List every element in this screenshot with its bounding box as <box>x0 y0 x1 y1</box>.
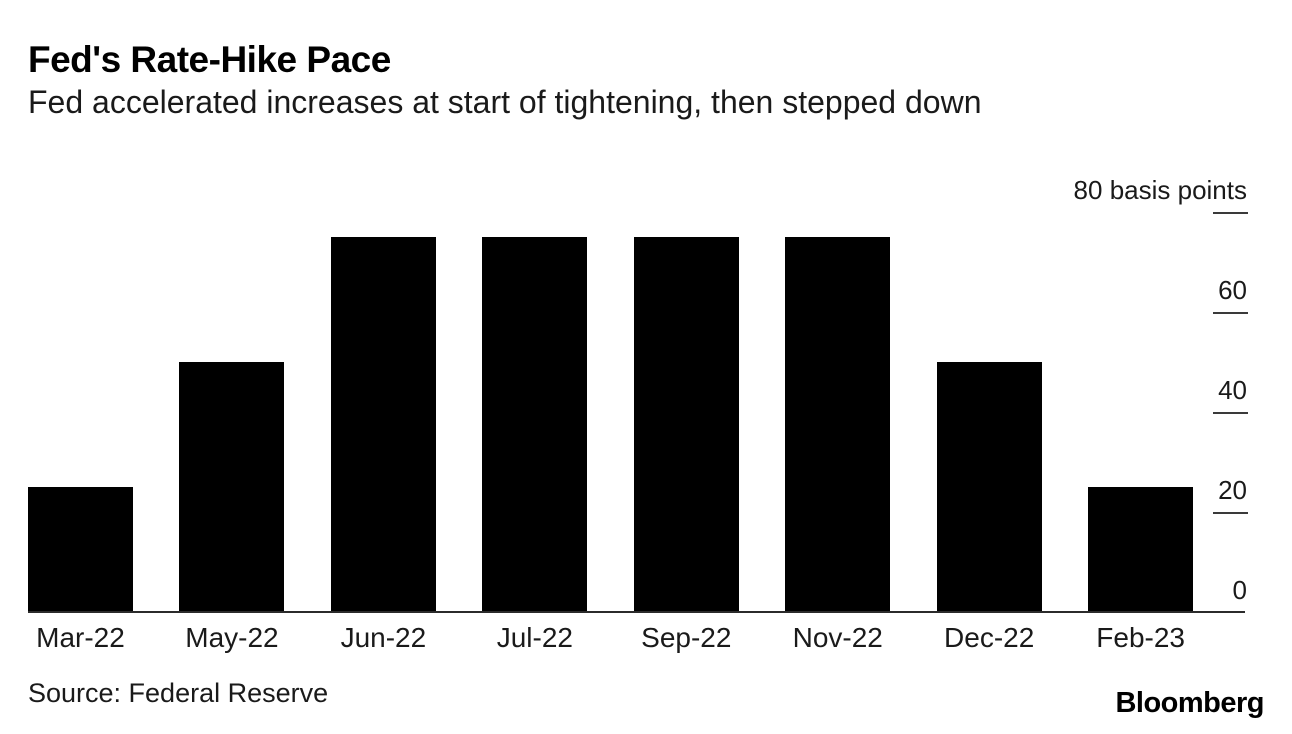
bar-dec-22 <box>936 362 1042 612</box>
bar-sep-22 <box>633 237 739 612</box>
x-tick-label-nov-22: Nov-22 <box>792 622 883 653</box>
x-tick-label-jun-22: Jun-22 <box>340 622 427 653</box>
source-note: Source: Federal Reserve <box>28 678 329 708</box>
y-tick-label-60: 60 <box>1218 275 1247 305</box>
x-axis-baseline <box>28 611 1245 613</box>
y-tick-mark-60 <box>1213 312 1248 314</box>
x-tick-label-mar-22: Mar-22 <box>36 622 125 653</box>
y-tick-mark-40 <box>1213 412 1248 414</box>
x-tick-label-feb-23: Feb-23 <box>1096 622 1185 653</box>
y-tick-label-40: 40 <box>1218 375 1247 405</box>
y-tick-mark-20 <box>1213 512 1248 514</box>
y-tick-mark-80 <box>1213 212 1248 214</box>
chart-subtitle: Fed accelerated increases at start of ti… <box>28 84 982 120</box>
y-tick-label-0: 0 <box>1232 575 1247 605</box>
x-tick-label-jul-22: Jul-22 <box>496 622 573 653</box>
y-tick-label-80: 80 basis points <box>1073 175 1247 205</box>
x-tick-label-sep-22: Sep-22 <box>641 622 732 653</box>
bar-may-22 <box>179 362 285 612</box>
bar-nov-22 <box>785 237 891 612</box>
y-tick-label-20: 20 <box>1218 475 1247 505</box>
bloomberg-logo: Bloomberg <box>1115 687 1264 719</box>
bar-jul-22 <box>482 237 588 612</box>
x-tick-label-dec-22: Dec-22 <box>944 622 1035 653</box>
bar-jun-22 <box>330 237 436 612</box>
bar-mar-22 <box>28 487 133 612</box>
bar-feb-23 <box>1088 487 1194 612</box>
chart-title: Fed's Rate-Hike Pace <box>28 39 391 80</box>
x-tick-label-may-22: May-22 <box>185 622 279 653</box>
